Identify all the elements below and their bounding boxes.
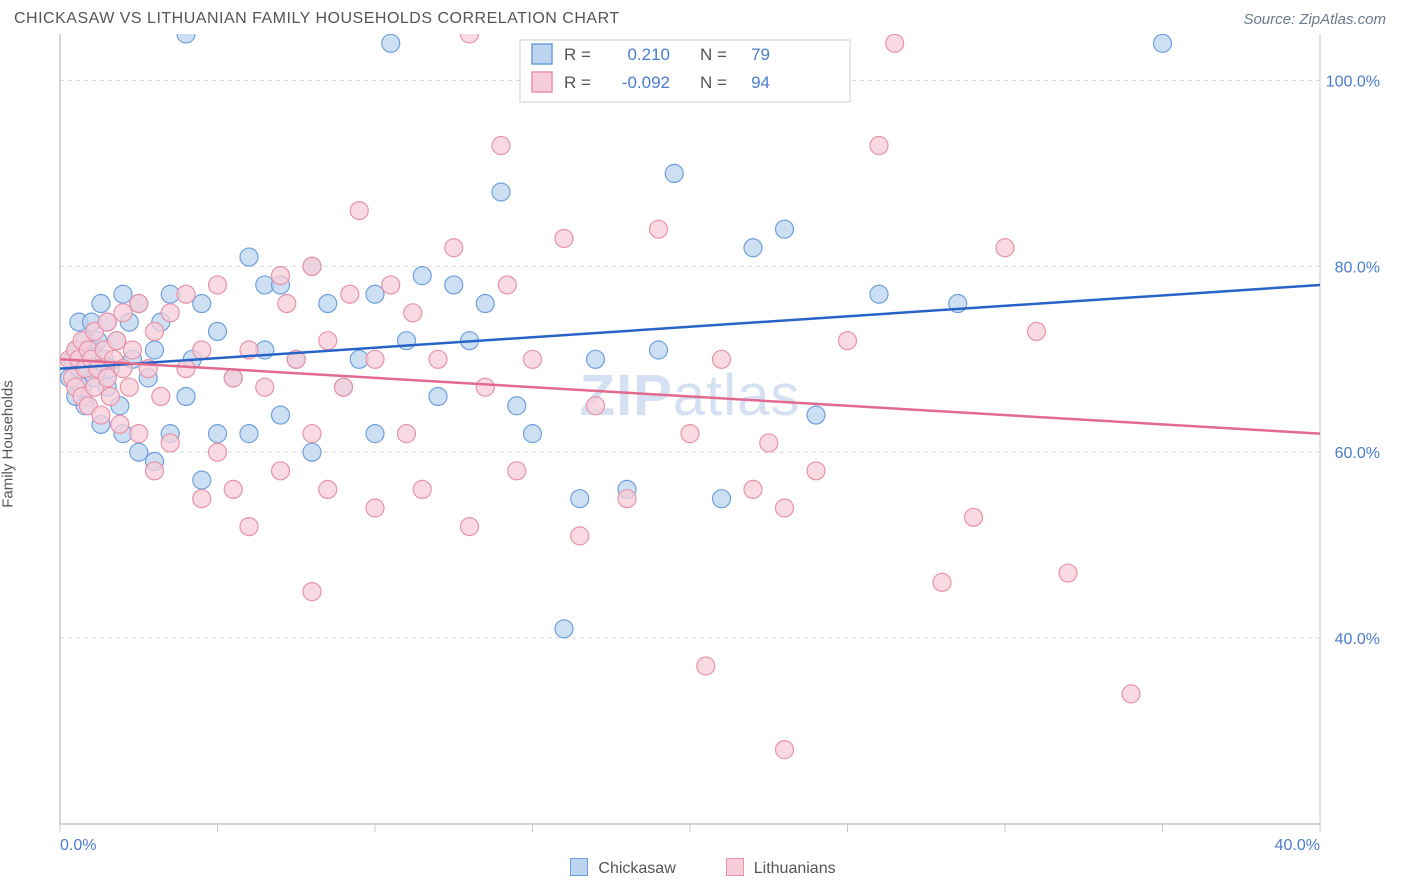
svg-text:100.0%: 100.0% — [1326, 73, 1380, 90]
svg-text:40.0%: 40.0% — [1335, 631, 1380, 648]
svg-text:79: 79 — [751, 45, 770, 64]
svg-text:0.0%: 0.0% — [60, 837, 96, 854]
svg-text:60.0%: 60.0% — [1335, 445, 1380, 462]
scatter-chart: 0.0%40.0%40.0%60.0%80.0%100.0%ZIPatlasR … — [14, 34, 1392, 854]
chart-container: Family Households 0.0%40.0%40.0%60.0%80.… — [14, 34, 1392, 854]
source-label: Source: ZipAtlas.com — [1243, 11, 1386, 28]
svg-text:40.0%: 40.0% — [1275, 837, 1320, 854]
legend-item: Chickasaw — [570, 858, 675, 878]
svg-text:80.0%: 80.0% — [1335, 259, 1380, 276]
series-legend: Chickasaw Lithuanians — [0, 858, 1406, 878]
svg-text:R =: R = — [564, 73, 591, 92]
y-axis-label: Family Households — [0, 380, 17, 508]
svg-text:94: 94 — [751, 73, 770, 92]
chart-title: CHICKASAW VS LITHUANIAN FAMILY HOUSEHOLD… — [14, 10, 620, 28]
svg-text:0.210: 0.210 — [627, 45, 670, 64]
svg-text:-0.092: -0.092 — [622, 73, 670, 92]
svg-text:N =: N = — [700, 73, 727, 92]
legend-item: Lithuanians — [726, 858, 836, 878]
svg-text:N =: N = — [700, 45, 727, 64]
svg-text:R =: R = — [564, 45, 591, 64]
